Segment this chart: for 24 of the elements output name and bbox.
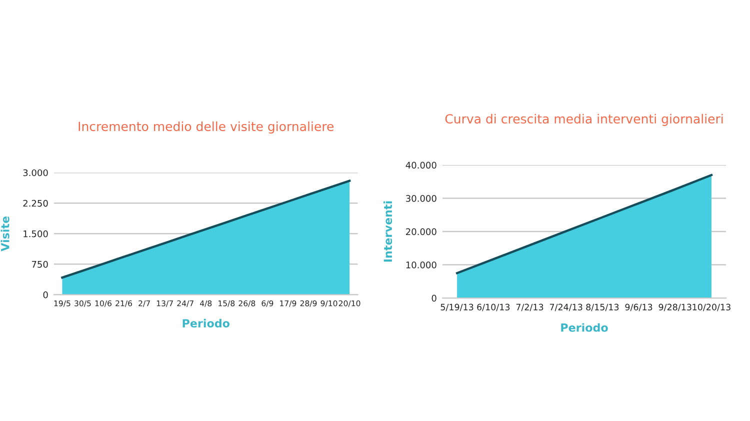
y-tick-label: 40.000 — [406, 162, 436, 169]
y-tick-label: 0 — [43, 291, 48, 298]
x-axis-title: Periodo — [561, 323, 608, 332]
x-axis-title: Periodo — [182, 318, 230, 328]
x-tick-label: 10/20/13 — [692, 304, 730, 312]
x-tick-label: 7/24/13 — [550, 304, 582, 312]
y-tick-label: 20.000 — [406, 228, 436, 236]
chart-title: Incremento medio delle visite giornaliere — [78, 121, 334, 134]
x-tick-label: 8/15/13 — [586, 304, 619, 312]
y-tick-label: 1.500 — [24, 230, 48, 238]
y-tick-label: 30.000 — [406, 195, 436, 202]
x-tick-label: 6/10/13 — [477, 304, 510, 312]
y-tick-label: 3.000 — [23, 169, 48, 176]
y-tick-label: 2.250 — [23, 200, 48, 207]
y-tick-label: 0 — [432, 294, 436, 302]
x-tick-label: 9/28/13 — [658, 304, 692, 312]
chart-title: Curva di crescita media interventi giornalieri — [445, 114, 723, 126]
y-tick-label: 750 — [32, 260, 48, 268]
x-tick-label: 5/19/13 — [440, 304, 474, 312]
x-tick-label: 7/2/13 — [516, 304, 544, 312]
y-axis-title: Visite — [0, 216, 10, 252]
y-axis-title: Interventi — [383, 201, 392, 262]
y-tick-label: 10.000 — [406, 262, 436, 268]
x-tick-label: 9/6/13 — [625, 304, 652, 312]
